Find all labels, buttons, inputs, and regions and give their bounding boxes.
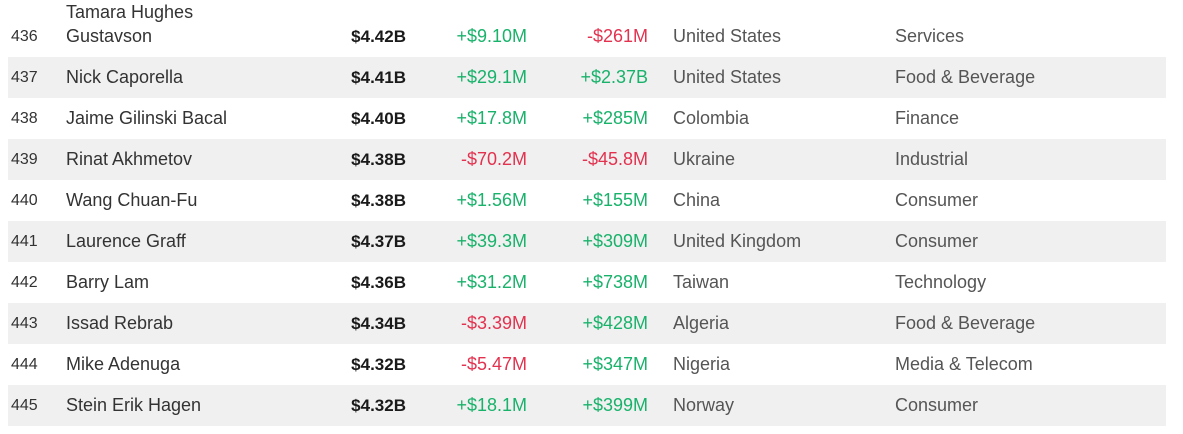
rank-cell: 445	[11, 397, 38, 414]
net-worth-cell: $4.38B	[351, 191, 406, 210]
rank-cell: 443	[11, 315, 38, 332]
table-row[interactable]: 439 Rinat Akhmetov $4.38B -$70.2M -$45.8…	[8, 139, 1166, 180]
last-change-cell: +$1.56M	[456, 190, 527, 210]
ytd-change-cell: +$155M	[582, 190, 648, 210]
last-change-cell: -$70.2M	[460, 149, 527, 169]
name-cell[interactable]: Mike Adenuga	[66, 354, 181, 374]
country-cell: Taiwan	[673, 272, 730, 292]
last-change-cell: +$39.3M	[456, 231, 527, 251]
ytd-change-cell: -$45.8M	[581, 149, 648, 169]
net-worth-cell: $4.32B	[351, 355, 406, 374]
table-row[interactable]: 436 Tamara Hughes Gustavson $4.42B +$9.1…	[8, 0, 1166, 55]
industry-cell: Industrial	[895, 149, 969, 169]
net-worth-cell: $4.41B	[351, 68, 406, 87]
industry-cell: Finance	[895, 108, 960, 128]
table-row[interactable]: 441 Laurence Graff $4.37B +$39.3M +$309M…	[8, 221, 1166, 262]
country-cell: China	[673, 190, 721, 210]
ytd-change-cell: +$428M	[582, 313, 648, 333]
last-change-cell: +$29.1M	[456, 67, 527, 87]
ytd-change-cell: +$2.37B	[580, 67, 648, 87]
rank-cell: 438	[11, 110, 38, 127]
last-change-cell: +$17.8M	[456, 108, 527, 128]
country-cell: Nigeria	[673, 354, 731, 374]
industry-cell: Services	[895, 26, 965, 46]
name-cell[interactable]: Issad Rebrab	[66, 313, 174, 333]
rank-cell: 440	[11, 192, 38, 209]
rank-cell: 441	[11, 233, 38, 250]
industry-cell: Media & Telecom	[895, 354, 1033, 374]
name-cell[interactable]: Jaime Gilinski Bacal	[66, 108, 228, 128]
name-cell[interactable]: Stein Erik Hagen	[66, 395, 202, 415]
country-cell: Ukraine	[673, 149, 736, 169]
name-cell[interactable]: Nick Caporella	[66, 67, 184, 87]
last-change-cell: -$5.47M	[460, 354, 527, 374]
table-row[interactable]: 444 Mike Adenuga $4.32B -$5.47M +$347M N…	[8, 344, 1166, 385]
name-cell[interactable]: Laurence Graff	[66, 231, 186, 251]
country-cell: Norway	[673, 395, 735, 415]
country-cell: United States	[673, 67, 782, 87]
industry-cell: Food & Beverage	[895, 67, 1036, 87]
name-first-line[interactable]: Tamara Hughes	[66, 2, 194, 22]
name-cell[interactable]: Gustavson	[66, 26, 153, 46]
table-row[interactable]: 440 Wang Chuan-Fu $4.38B +$1.56M +$155M …	[8, 180, 1166, 221]
country-cell: United States	[673, 26, 782, 46]
industry-cell: Technology	[895, 272, 987, 292]
net-worth-cell: $4.34B	[351, 314, 406, 333]
country-cell: Colombia	[673, 108, 750, 128]
table-row[interactable]: 442 Barry Lam $4.36B +$31.2M +$738M Taiw…	[8, 262, 1166, 303]
industry-cell: Food & Beverage	[895, 313, 1036, 333]
rank-cell: 444	[11, 356, 38, 373]
ytd-change-cell: +$738M	[582, 272, 648, 292]
rank-cell: 442	[11, 274, 38, 291]
table-row[interactable]: 443 Issad Rebrab $4.34B -$3.39M +$428M A…	[8, 303, 1166, 344]
rank-cell: 437	[11, 69, 38, 86]
industry-cell: Consumer	[895, 395, 979, 415]
name-cell[interactable]: Wang Chuan-Fu	[66, 190, 198, 210]
rank-cell: 436	[11, 28, 38, 45]
name-cell[interactable]: Barry Lam	[66, 272, 150, 292]
last-change-cell: +$31.2M	[456, 272, 527, 292]
country-cell: United Kingdom	[673, 231, 802, 251]
name-cell[interactable]: Rinat Akhmetov	[66, 149, 193, 169]
net-worth-cell: $4.36B	[351, 273, 406, 292]
net-worth-cell: $4.42B	[351, 27, 406, 46]
ytd-change-cell: +$399M	[582, 395, 648, 415]
table-row[interactable]: 438 Jaime Gilinski Bacal $4.40B +$17.8M …	[8, 98, 1166, 139]
last-change-cell: -$3.39M	[460, 313, 527, 333]
last-change-cell: +$9.10M	[456, 26, 527, 46]
ytd-change-cell: +$285M	[582, 108, 648, 128]
industry-cell: Consumer	[895, 231, 979, 251]
country-cell: Algeria	[673, 313, 730, 333]
rank-cell: 439	[11, 151, 38, 168]
net-worth-cell: $4.32B	[351, 396, 406, 415]
industry-cell: Consumer	[895, 190, 979, 210]
ytd-change-cell: +$347M	[582, 354, 648, 374]
ytd-change-cell: -$261M	[586, 26, 648, 46]
net-worth-cell: $4.37B	[351, 232, 406, 251]
table-row[interactable]: 445 Stein Erik Hagen $4.32B +$18.1M +$39…	[8, 385, 1166, 426]
table-row[interactable]: 437 Nick Caporella $4.41B +$29.1M +$2.37…	[8, 57, 1166, 98]
net-worth-cell: $4.40B	[351, 109, 406, 128]
net-worth-cell: $4.38B	[351, 150, 406, 169]
last-change-cell: +$18.1M	[456, 395, 527, 415]
ytd-change-cell: +$309M	[582, 231, 648, 251]
